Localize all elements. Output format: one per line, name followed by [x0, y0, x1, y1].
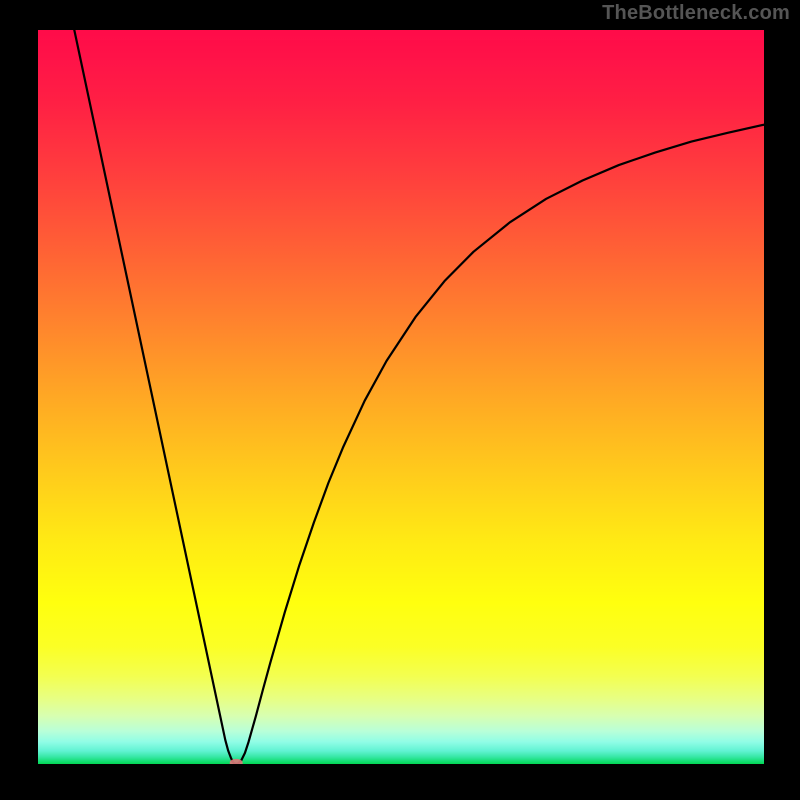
plot-area — [38, 30, 764, 764]
watermark: TheBottleneck.com — [602, 2, 790, 25]
canvas: TheBottleneck.com — [0, 0, 800, 800]
bottleneck-curve — [74, 30, 764, 764]
plot-svg — [38, 30, 764, 764]
